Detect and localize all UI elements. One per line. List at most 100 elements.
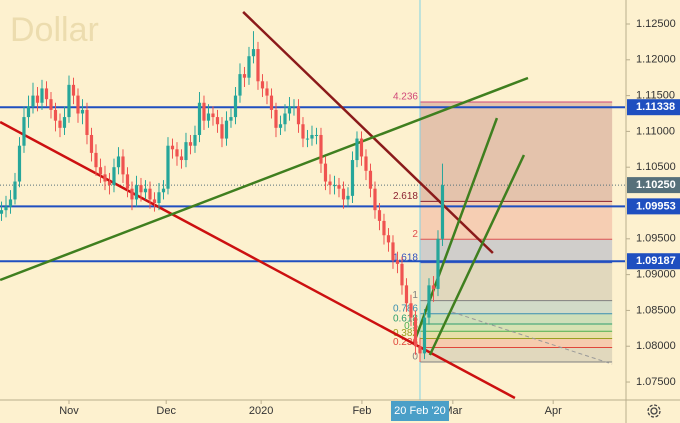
candle-body <box>26 106 31 118</box>
candle-body <box>134 185 139 200</box>
trendline <box>242 11 494 254</box>
candle-body <box>337 185 341 189</box>
candle-body <box>13 181 17 200</box>
candle-body <box>35 95 40 103</box>
candle-body <box>8 199 13 207</box>
price-tag-label: 1.09953 <box>636 200 676 212</box>
candle-body <box>409 303 413 318</box>
y-tick-label: 1.09000 <box>636 269 676 281</box>
candle-body <box>350 160 355 196</box>
crosshair-tag <box>390 401 449 421</box>
trendline <box>0 76 529 282</box>
candle-body <box>256 49 260 82</box>
axes: 1.12500 1.12000 1.11500 1.11000 1.10500 1.095… <box>59 18 680 421</box>
fib-label: 0.236 <box>393 337 418 348</box>
candle-body <box>359 138 364 157</box>
candle-body <box>44 88 49 100</box>
x-tick-label: Nov <box>59 405 79 417</box>
candle-body <box>179 156 184 161</box>
fib-band <box>419 300 613 314</box>
candle-body <box>58 120 62 128</box>
y-tick-label: 1.09500 <box>636 233 676 245</box>
candle-body <box>440 185 445 239</box>
candle-body <box>130 188 134 200</box>
fib-label: 1.618 <box>393 252 418 263</box>
fib-band <box>419 331 613 339</box>
x-tick-label: Feb <box>352 405 371 417</box>
fib-label: 1 <box>412 290 418 301</box>
fib-band <box>419 347 613 362</box>
candle-body <box>427 285 431 318</box>
fib-label: 0.5 <box>404 321 418 332</box>
candle-body <box>355 138 359 161</box>
price-tag-label: 1.09187 <box>636 255 676 267</box>
y-tick-label: 1.07500 <box>636 376 676 388</box>
candle-body <box>346 195 350 200</box>
candle-body <box>305 138 310 140</box>
candle-body <box>229 117 233 121</box>
candle-body <box>170 145 175 150</box>
candle-body <box>116 156 121 168</box>
candle-body <box>89 134 94 153</box>
trendline <box>451 311 613 365</box>
fib-band <box>419 239 613 263</box>
candle-body <box>85 109 89 135</box>
candle-body <box>184 142 188 161</box>
candle-body <box>152 199 157 204</box>
candle-body <box>22 117 26 146</box>
candle-body <box>148 188 152 200</box>
candle-body <box>103 174 107 182</box>
candle-body <box>49 99 53 110</box>
candle-body <box>422 317 427 354</box>
candle-body <box>67 84 71 118</box>
candle-body <box>323 163 328 182</box>
candle-body <box>224 120 229 139</box>
candle-body <box>121 156 125 175</box>
chart-title: Dollar <box>10 11 99 49</box>
candle-body <box>193 134 197 146</box>
candle-body <box>287 106 292 114</box>
candle-body <box>98 167 103 175</box>
candle-body <box>197 102 202 135</box>
fib-label: 2 <box>412 229 418 240</box>
candle-body <box>76 95 80 114</box>
candle-body <box>238 74 242 96</box>
candle-body <box>368 170 373 189</box>
settings-icon[interactable] <box>647 404 661 418</box>
candle-body <box>319 134 323 164</box>
candle-body <box>341 188 346 200</box>
candle-body <box>364 156 368 171</box>
candle-body <box>143 188 148 193</box>
candle-body <box>242 74 247 78</box>
y-tick-label: 1.12500 <box>636 18 676 30</box>
candle-body <box>292 106 296 108</box>
candle-body <box>431 285 436 289</box>
fib-label: 2.618 <box>393 191 418 202</box>
candle-body <box>31 95 35 107</box>
candle-body <box>404 285 409 304</box>
fib-band <box>419 201 613 240</box>
fib-label: 4.236 <box>393 92 418 103</box>
candle-body <box>328 181 332 186</box>
candle-body <box>157 192 161 204</box>
candle-body <box>382 220 386 236</box>
candle-body <box>107 181 112 186</box>
candle-body <box>260 81 265 89</box>
price-tag <box>627 253 680 270</box>
candle-body <box>206 113 211 121</box>
trendline <box>0 120 516 400</box>
fib-band <box>419 262 613 301</box>
candle-body <box>386 235 391 243</box>
candle-body <box>17 145 22 182</box>
candle-body <box>202 102 206 121</box>
candle-body <box>265 88 269 96</box>
candle-body <box>400 263 404 286</box>
fib-label: 0 <box>412 352 418 363</box>
price-tag-label: 1.10250 <box>636 179 676 191</box>
y-tick-label: 1.08000 <box>636 340 676 352</box>
candle-body <box>175 149 179 157</box>
candle-body <box>112 167 116 186</box>
